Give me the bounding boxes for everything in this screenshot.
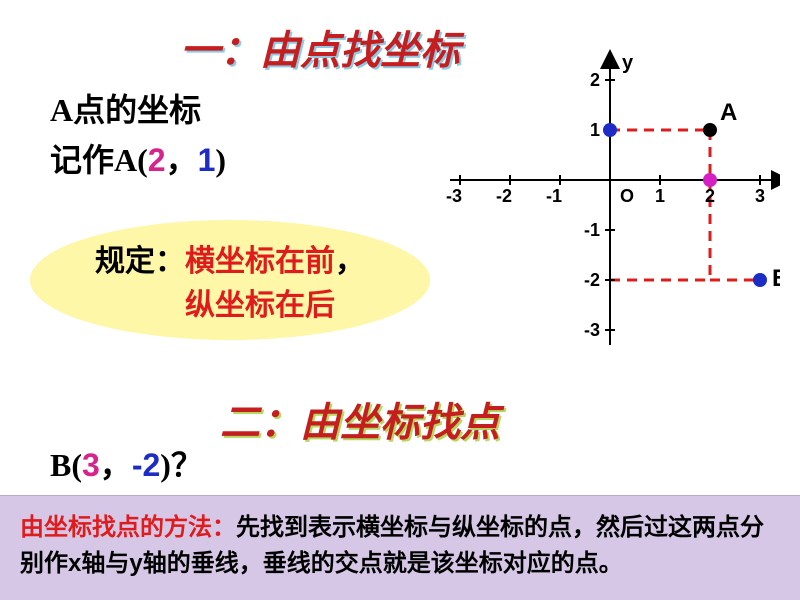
svg-text:-3: -3 xyxy=(584,320,600,340)
svg-text:O: O xyxy=(620,186,634,206)
svg-text:-2: -2 xyxy=(584,270,600,290)
svg-text:2: 2 xyxy=(705,186,715,206)
point-a-prefix: 记作A( xyxy=(50,142,148,178)
svg-text:-1: -1 xyxy=(546,186,562,206)
rule-text-2: 纵坐标在后 xyxy=(185,289,335,322)
point-a-suffix: ) xyxy=(215,142,226,178)
footer-title: 由坐标找点的方法： xyxy=(20,514,236,541)
svg-text:B: B xyxy=(772,265,780,292)
point-a-y: 1 xyxy=(198,142,216,178)
rule-text-1: 横坐标在前 xyxy=(185,245,335,278)
svg-text:-3: -3 xyxy=(446,186,462,206)
point-a-sep: ， xyxy=(166,142,198,178)
point-b-x: 3 xyxy=(82,447,100,483)
svg-text:-2: -2 xyxy=(496,186,512,206)
svg-text:2: 2 xyxy=(590,70,600,90)
section-title-2: 二：由坐标找点 xyxy=(220,390,500,448)
rule-prefix: 规定： xyxy=(95,245,185,278)
section-title-1: 一：由点找坐标 xyxy=(180,18,460,76)
point-a-description: A点的坐标 xyxy=(50,85,201,131)
point-a-x: 2 xyxy=(148,142,166,178)
rule-comma: ， xyxy=(335,245,365,278)
svg-text:-1: -1 xyxy=(584,220,600,240)
point-b-suffix: )？ xyxy=(160,447,203,483)
svg-text:3: 3 xyxy=(755,186,765,206)
rule-callout: 规定：横坐标在前， 纵坐标在后 xyxy=(30,220,430,340)
coordinate-chart: -3-2-1123-3-2-112OxyAB xyxy=(440,20,780,390)
svg-text:1: 1 xyxy=(590,120,600,140)
point-b-sep: ， xyxy=(100,447,132,483)
point-a-notation: 记作A(2，1) xyxy=(50,135,226,181)
svg-text:1: 1 xyxy=(655,186,665,206)
rule-line-1: 规定：横坐标在前， xyxy=(95,236,365,280)
rule-line-2: 纵坐标在后 xyxy=(125,280,335,324)
point-b-notation: B(3，-2)？ xyxy=(50,440,203,486)
svg-text:y: y xyxy=(622,52,634,74)
method-footer: 由坐标找点的方法：先找到表示横坐标与纵坐标的点，然后过这两点分别作x轴与y轴的垂… xyxy=(0,495,800,600)
point-b-prefix: B( xyxy=(50,447,82,483)
svg-text:A: A xyxy=(720,99,737,126)
point-b-y: -2 xyxy=(132,447,160,483)
